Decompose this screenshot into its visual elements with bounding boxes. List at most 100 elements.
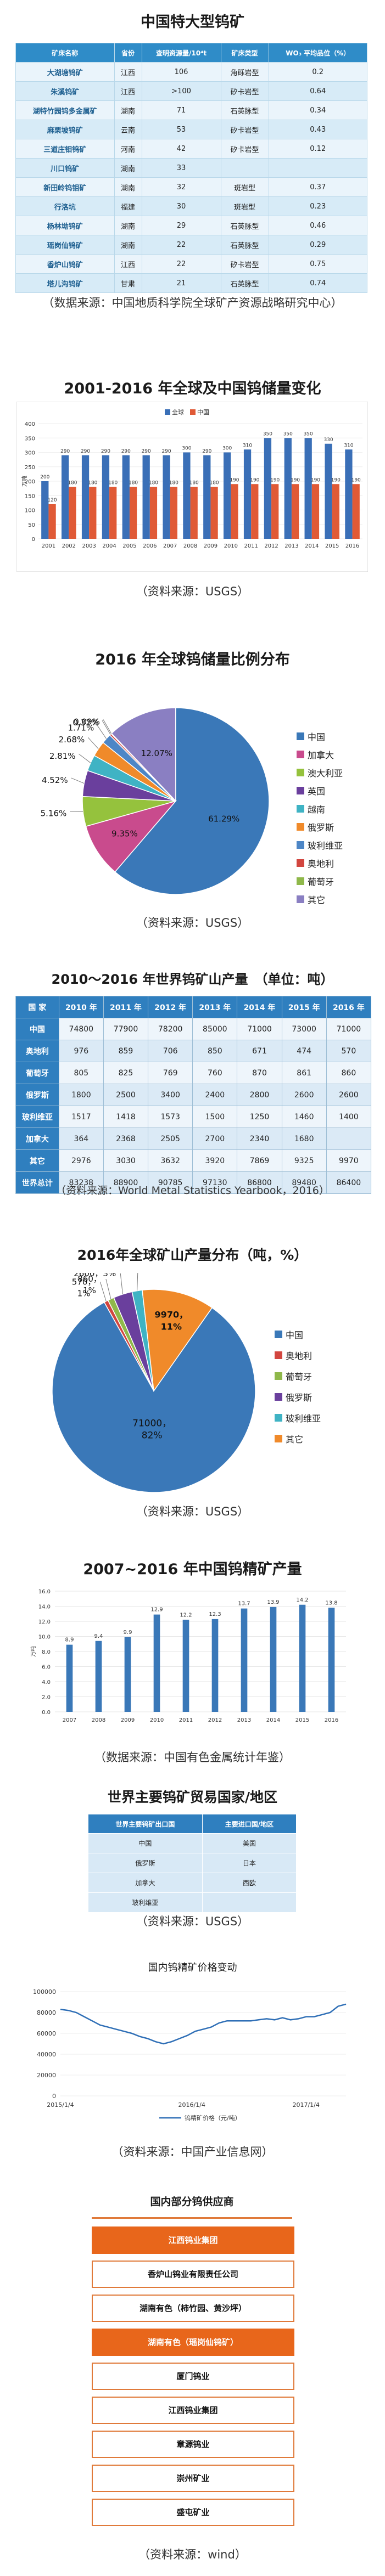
concentrate-xtick: 2012 <box>208 1717 222 1723</box>
mines-cell: 杨林坳钨矿 <box>15 216 115 235</box>
reserves-bar-china <box>190 487 198 539</box>
reserves-pie-label: 2.68% <box>59 735 85 745</box>
mines-cell: 甘肃 <box>114 273 142 293</box>
reserves-xtick: 2004 <box>102 543 116 549</box>
trade-header-cell: 主要进口国/地区 <box>202 1814 297 1834</box>
trade-row: 中国 美国 <box>88 1833 297 1853</box>
production-cell: 俄罗斯 <box>15 1084 59 1106</box>
reserves-bar-global <box>81 455 90 539</box>
concentrate-bar <box>66 1644 73 1712</box>
reserves-ytick: 150 <box>25 493 35 499</box>
reserves-pie-label: 2.81% <box>49 751 76 761</box>
production-pie-label: 71000， <box>132 1418 171 1429</box>
reserves-bar-china <box>291 484 299 539</box>
mines-cell: 矽卡岩型 <box>220 81 269 101</box>
concentrate-bar <box>182 1620 189 1712</box>
mines-row: 朱溪钨矿 江西 >100 矽卡岩型 0.64 <box>15 81 368 101</box>
reserves-xtick: 2012 <box>264 543 278 549</box>
mines-cell: 香炉山钨矿 <box>15 254 115 274</box>
reserves-chart-source: （资料来源：USGS） <box>136 585 249 598</box>
production-pie-legend-item: 其它 <box>275 1432 303 1445</box>
reserves-label-global: 350 <box>283 431 293 437</box>
concentrate-chart-title: 2007~2016 年中国钨精矿产量 <box>83 1561 302 1578</box>
production-pie-legend-item: 葡萄牙 <box>275 1369 312 1383</box>
reserves-xtick: 2013 <box>284 543 298 549</box>
trade-cell: 中国 <box>88 1833 203 1853</box>
production-cell: 9970 <box>326 1149 372 1172</box>
reserves-ytick: 300 <box>25 450 35 456</box>
production-cell: 86400 <box>326 1171 372 1194</box>
price-ytick: 100000 <box>33 1988 56 1996</box>
concentrate-xtick: 2015 <box>295 1717 309 1723</box>
mines-cell: 塔儿沟钨矿 <box>15 273 115 293</box>
concentrate-xtick: 2011 <box>179 1717 193 1723</box>
concentrate-ytick: 0.0 <box>42 1710 51 1716</box>
trade-cell: 加拿大 <box>88 1873 203 1893</box>
reserves-pie-leader <box>102 720 111 735</box>
concentrate-xtick: 2007 <box>63 1717 76 1723</box>
trade-table: 世界主要钨矿出口国 主要进口国/地区 中国 美国 俄罗斯 日本 加拿大 西欧 玻利维亚 <box>88 1814 297 1913</box>
production-cell: 71000 <box>237 1018 282 1040</box>
reserves-bar-global <box>102 455 110 539</box>
reserves-bar-china <box>251 484 259 539</box>
reserves-legend-china: 中国 <box>197 409 209 416</box>
reserves-label-china: 180 <box>209 481 219 486</box>
production-cell: 9325 <box>281 1149 327 1172</box>
production-pie-label: 860， <box>77 1274 102 1284</box>
trade-cell: 西欧 <box>202 1873 297 1893</box>
production-pie-leader <box>105 1278 111 1299</box>
reserves-ytick: 50 <box>28 522 35 528</box>
reserves-pie-leader <box>71 777 85 784</box>
reserves-ylabel: 万吨 <box>21 476 28 487</box>
mines-row: 三道庄钼钨矿 河南 42 矽卡岩型 0.12 <box>15 139 368 159</box>
production-cell: 2600 <box>326 1084 372 1106</box>
price-xtick: 2015/1/4 <box>47 2101 74 2109</box>
production-row: 其它 2976 3030 3632 3920 7869 9325 9970 <box>15 1149 372 1172</box>
production-pie-label: 1400，2% <box>91 1273 133 1274</box>
reserves-pie-leader <box>97 725 107 739</box>
concentrate-data-label: 8.9 <box>65 1637 74 1643</box>
trade-header-cell: 世界主要钨矿出口国 <box>88 1814 203 1834</box>
mines-cell: 石英脉型 <box>220 235 269 255</box>
reserves-bar-global <box>304 438 312 539</box>
mines-cell: 0.29 <box>268 235 368 255</box>
mines-cell: 矽卡岩型 <box>220 254 269 274</box>
reserves-bar-china <box>69 487 76 539</box>
mines-cell: 0.46 <box>268 216 368 235</box>
mines-cell: 湖南 <box>114 100 142 120</box>
mines-cell: 江西 <box>114 81 142 101</box>
reserves-pie-label: 4.52% <box>42 775 68 785</box>
price-ytick: 40000 <box>37 2051 56 2058</box>
production-cell: 570 <box>326 1040 372 1062</box>
production-cell: 1517 <box>58 1106 104 1128</box>
trade-title: 世界主要钨矿贸易国家/地区 <box>107 1789 278 1805</box>
reserves-legend-swatch-global <box>165 409 170 415</box>
concentrate-data-label: 14.2 <box>296 1597 308 1603</box>
reserves-bar-china <box>109 487 117 539</box>
mines-cell: 三道庄钼钨矿 <box>15 139 115 159</box>
reserves-label-china: 180 <box>108 481 118 486</box>
trade-cell: 玻利维亚 <box>88 1892 203 1913</box>
reserves-bar-global <box>142 455 150 539</box>
mines-row: 香炉山钨矿 江西 22 矽卡岩型 0.75 <box>15 254 368 274</box>
mines-cell: 行洛坑 <box>15 196 115 216</box>
reserves-pie-leader <box>79 753 91 763</box>
production-cell: 1418 <box>103 1106 149 1128</box>
legend-label: 奥地利 <box>308 859 334 869</box>
mines-cell: 0.37 <box>268 177 368 197</box>
reserves-pie-label: 0.32% <box>72 718 99 728</box>
production-cell: 加拿大 <box>15 1128 59 1150</box>
price-ytick: 60000 <box>37 2030 56 2037</box>
production-cell: 2340 <box>237 1128 282 1150</box>
production-cell: 74800 <box>58 1018 104 1040</box>
reserves-xtick: 2007 <box>163 543 177 549</box>
legend-swatch <box>275 1351 282 1359</box>
supplier-item: 厦门钨业 <box>92 2363 294 2390</box>
reserves-pie-legend-item: 越南 <box>297 802 325 815</box>
reserves-label-global: 290 <box>142 449 151 454</box>
legend-swatch <box>275 1393 282 1401</box>
reserves-xtick: 2014 <box>305 543 319 549</box>
production-cell: 97130 <box>192 1171 238 1194</box>
mines-cell <box>220 158 269 178</box>
production-row: 奥地利 976 859 706 850 671 474 570 <box>15 1040 372 1062</box>
